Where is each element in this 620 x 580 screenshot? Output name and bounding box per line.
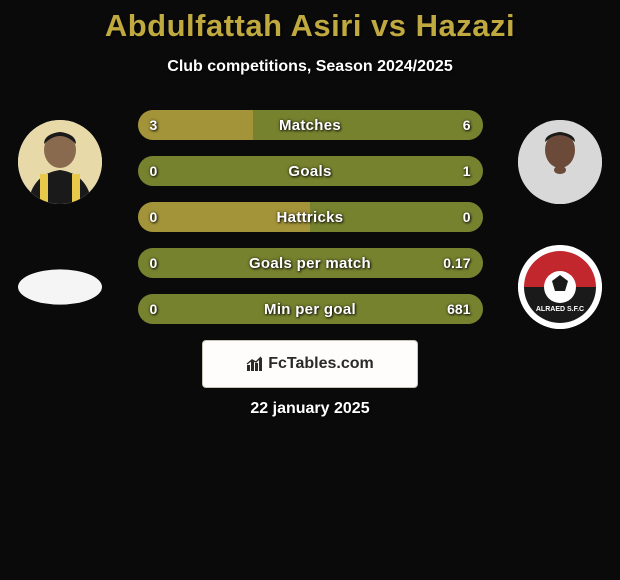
player-right-avatar bbox=[518, 120, 602, 204]
player-left-avatar bbox=[18, 120, 102, 204]
stat-left-value: 0 bbox=[150, 255, 158, 271]
stat-right-value: 1 bbox=[463, 163, 471, 179]
stat-row: 3 6Matches bbox=[138, 110, 483, 140]
comparison-subtitle: Club competitions, Season 2024/2025 bbox=[0, 58, 620, 76]
comparison-title: Abdulfattah Asiri vs Hazazi bbox=[0, 8, 620, 44]
stat-label: Hattricks bbox=[138, 209, 483, 226]
watermark-badge: FcTables.com bbox=[202, 340, 418, 388]
stat-row: 0 681Min per goal bbox=[138, 294, 483, 324]
stat-right-value: 681 bbox=[447, 301, 470, 317]
svg-text:ALRAED S.F.C: ALRAED S.F.C bbox=[536, 306, 584, 313]
stat-left-value: 0 bbox=[150, 209, 158, 225]
stat-left-value: 3 bbox=[150, 117, 158, 133]
stat-row: 0 0Hattricks bbox=[138, 202, 483, 232]
stat-left-value: 0 bbox=[150, 301, 158, 317]
stat-row: 0 1Goals bbox=[138, 156, 483, 186]
stat-label: Goals bbox=[138, 163, 483, 180]
watermark-text: FcTables.com bbox=[268, 355, 374, 373]
stat-right-value: 0.17 bbox=[443, 255, 470, 271]
club-left-badge bbox=[18, 269, 102, 304]
bar-chart-icon bbox=[246, 355, 264, 373]
snapshot-date: 22 january 2025 bbox=[0, 400, 620, 418]
stat-row: 0 0.17Goals per match bbox=[138, 248, 483, 278]
stat-left-value: 0 bbox=[150, 163, 158, 179]
stat-label: Matches bbox=[138, 117, 483, 134]
stat-right-value: 6 bbox=[463, 117, 471, 133]
stat-label: Min per goal bbox=[138, 301, 483, 318]
stat-label: Goals per match bbox=[138, 255, 483, 272]
stat-right-value: 0 bbox=[463, 209, 471, 225]
club-right-badge: ALRAED S.F.C bbox=[518, 245, 602, 329]
stats-bars: 36Matches01Goals00Hattricks00.17Goals pe… bbox=[138, 110, 483, 324]
